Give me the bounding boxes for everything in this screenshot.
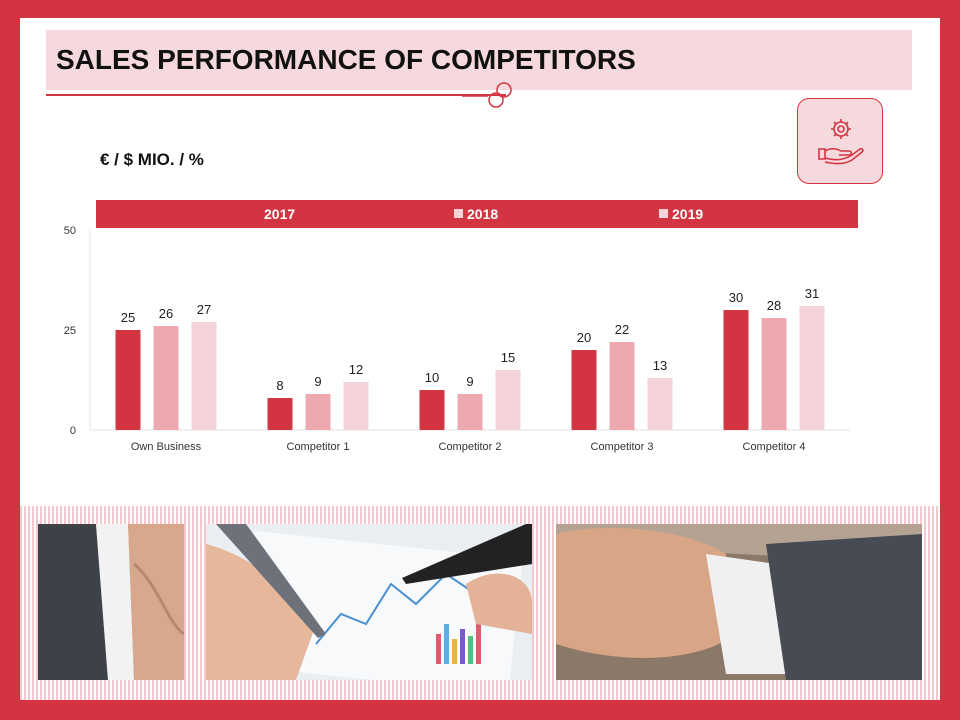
bar xyxy=(647,378,673,430)
title-underline xyxy=(46,94,506,96)
bar xyxy=(305,394,331,430)
hands-writing-on-chart-photo xyxy=(206,524,532,680)
x-tick-label: Competitor 2 xyxy=(439,441,502,453)
data-label: 22 xyxy=(615,322,629,337)
bar xyxy=(457,394,483,430)
x-tick-label: Own Business xyxy=(131,441,202,453)
bar xyxy=(267,398,293,430)
data-label: 27 xyxy=(197,302,211,317)
unit-label: € / $ MIO. / % xyxy=(100,150,204,169)
data-label: 12 xyxy=(349,362,363,377)
x-tick-label: Competitor 4 xyxy=(743,441,806,453)
photo-strip xyxy=(20,506,940,700)
bar xyxy=(153,326,179,430)
gear-hand-icon xyxy=(818,119,864,165)
bar xyxy=(761,318,787,430)
y-tick-label: 50 xyxy=(64,225,76,237)
data-label: 25 xyxy=(121,310,135,325)
bar xyxy=(115,330,141,430)
legend-item-2017: 2017 xyxy=(264,206,295,222)
data-label: 9 xyxy=(466,374,473,389)
shirt-cuff-photo xyxy=(38,524,184,680)
y-tick-label: 25 xyxy=(64,325,76,337)
data-label: 26 xyxy=(159,306,173,321)
x-tick-label: Competitor 3 xyxy=(591,441,654,453)
data-label: 28 xyxy=(767,298,781,313)
title-bar: SALES PERFORMANCE OF COMPETITORS xyxy=(46,30,912,90)
gear-hand-icon-box xyxy=(797,98,883,184)
bar xyxy=(799,306,825,430)
y-tick-label: 0 xyxy=(70,425,76,437)
legend-swatch-2019 xyxy=(659,209,668,218)
data-label: 15 xyxy=(501,350,515,365)
legend-label-2019: 2019 xyxy=(672,206,704,222)
data-label: 8 xyxy=(276,378,283,393)
data-label: 31 xyxy=(805,286,819,301)
data-label: 9 xyxy=(314,374,321,389)
chart-legend: 2017 2018 2019 xyxy=(96,200,858,228)
page-title: SALES PERFORMANCE OF COMPETITORS xyxy=(56,44,636,75)
hand-on-desk-photo xyxy=(556,524,922,680)
bar xyxy=(609,342,635,430)
bar xyxy=(571,350,597,430)
legend-label-2017: 2017 xyxy=(264,206,296,222)
bar xyxy=(495,370,521,430)
bar xyxy=(343,382,369,430)
swirl-ornament-icon xyxy=(462,82,512,108)
data-label: 10 xyxy=(425,370,439,385)
data-label: 13 xyxy=(653,358,667,373)
bar-chart: 0 25 50 25 26 27 Own Business 8 9 12 Competitor 1 1… xyxy=(64,225,850,453)
slide-panel: SALES PERFORMANCE OF COMPETITORS € / $ M… xyxy=(20,18,940,508)
legend-item-2019: 2019 xyxy=(659,206,703,222)
data-label: 20 xyxy=(577,330,591,345)
legend-label-2018: 2018 xyxy=(467,206,499,222)
bar xyxy=(191,322,217,430)
data-label: 30 xyxy=(729,290,743,305)
bar xyxy=(419,390,445,430)
legend-swatch-2018 xyxy=(454,209,463,218)
legend-item-2018: 2018 xyxy=(454,206,498,222)
x-tick-label: Competitor 1 xyxy=(287,441,350,453)
bar xyxy=(723,310,749,430)
